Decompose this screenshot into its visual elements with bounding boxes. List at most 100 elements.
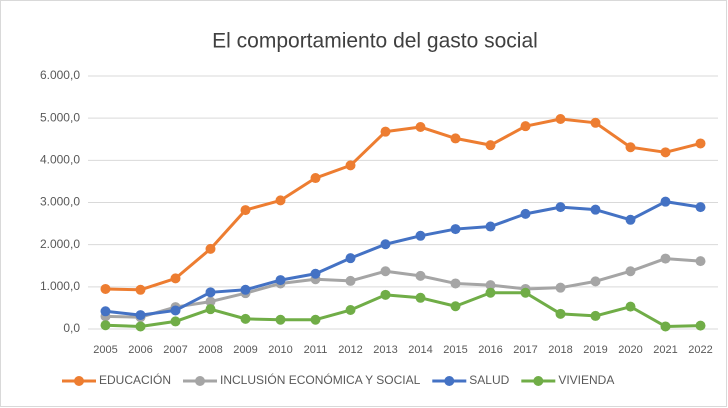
x-tick-label: 2006 [128, 344, 152, 356]
y-tick-label: 5.000,0 [40, 110, 80, 124]
point [695, 202, 706, 213]
point [695, 320, 706, 331]
point [485, 221, 496, 232]
series-line [105, 200, 701, 317]
point [520, 121, 531, 132]
x-tick-label: 2007 [163, 344, 187, 356]
legend-label: EDUCACIÓN [99, 372, 171, 387]
point [275, 275, 286, 286]
point [310, 268, 321, 279]
point [135, 321, 146, 332]
y-tick-label: 0,0 [63, 321, 80, 335]
point [625, 301, 636, 312]
point [135, 310, 146, 321]
point [240, 313, 251, 324]
point [660, 196, 671, 207]
point [590, 310, 601, 321]
legend-label: INCLUSIÓN ECONÓMICA Y SOCIAL [220, 372, 421, 387]
chart-title: El comportamiento del gasto social [212, 30, 538, 53]
x-tick-label: 2018 [548, 344, 572, 356]
point [625, 266, 636, 277]
point [590, 204, 601, 215]
point [380, 266, 391, 277]
point [135, 284, 146, 295]
point [240, 205, 251, 216]
point [555, 202, 566, 213]
point [590, 117, 601, 128]
point [660, 147, 671, 158]
point [695, 138, 706, 149]
point [485, 287, 496, 298]
point [345, 275, 356, 286]
point [345, 160, 356, 171]
point [415, 230, 426, 241]
point [450, 224, 461, 235]
point [415, 292, 426, 303]
y-tick-label: 1.000,0 [40, 279, 80, 293]
y-tick-label: 2.000,0 [40, 237, 80, 251]
point [205, 243, 216, 254]
series-line [105, 291, 701, 328]
x-tick-label: 2013 [373, 344, 397, 356]
series-line [105, 117, 701, 292]
x-tick-label: 2022 [688, 344, 712, 356]
point [310, 173, 321, 184]
point [100, 283, 111, 294]
x-tick-label: 2011 [304, 344, 328, 356]
x-tick-label: 2008 [198, 344, 222, 356]
series-line [105, 257, 701, 319]
point [345, 305, 356, 316]
point [520, 287, 531, 298]
x-tick-label: 2017 [513, 344, 537, 356]
point [660, 321, 671, 332]
point [450, 133, 461, 144]
point [205, 287, 216, 298]
point [695, 256, 706, 267]
legend-marker [195, 376, 206, 386]
point [625, 214, 636, 225]
y-tick-label: 6.000,0 [40, 68, 80, 82]
x-tick-label: 2020 [618, 344, 642, 356]
point [520, 208, 531, 219]
x-tick-label: 2019 [583, 344, 607, 356]
point [380, 289, 391, 300]
point [380, 239, 391, 250]
legend-marker [533, 376, 544, 386]
point [485, 140, 496, 151]
point [310, 314, 321, 325]
x-tick-label: 2015 [443, 344, 467, 356]
legend-label: VIVIENDA [558, 373, 614, 387]
point [275, 314, 286, 325]
x-tick-label: 2009 [233, 344, 257, 356]
point [100, 320, 111, 331]
point [590, 276, 601, 287]
legend-marker [74, 376, 84, 386]
point [625, 142, 636, 153]
point [205, 296, 216, 307]
legend-marker [444, 376, 455, 386]
point [450, 278, 461, 289]
x-tick-label: 2012 [338, 344, 362, 356]
legend-label: SALUD [469, 373, 509, 387]
point [205, 304, 216, 315]
point [100, 306, 111, 317]
x-tick-label: 2010 [268, 344, 292, 356]
point [555, 114, 566, 125]
x-tick-label: 2016 [478, 344, 502, 356]
point [485, 280, 496, 291]
point [240, 284, 251, 295]
point [415, 270, 426, 281]
point [380, 126, 391, 137]
x-tick-label: 2021 [653, 344, 677, 356]
point [555, 282, 566, 293]
point [275, 195, 286, 206]
point [450, 301, 461, 312]
y-tick-label: 4.000,0 [40, 153, 80, 167]
point [170, 305, 181, 316]
point [345, 253, 356, 264]
point [170, 316, 181, 327]
point [170, 273, 181, 284]
x-tick-label: 2014 [408, 344, 432, 356]
